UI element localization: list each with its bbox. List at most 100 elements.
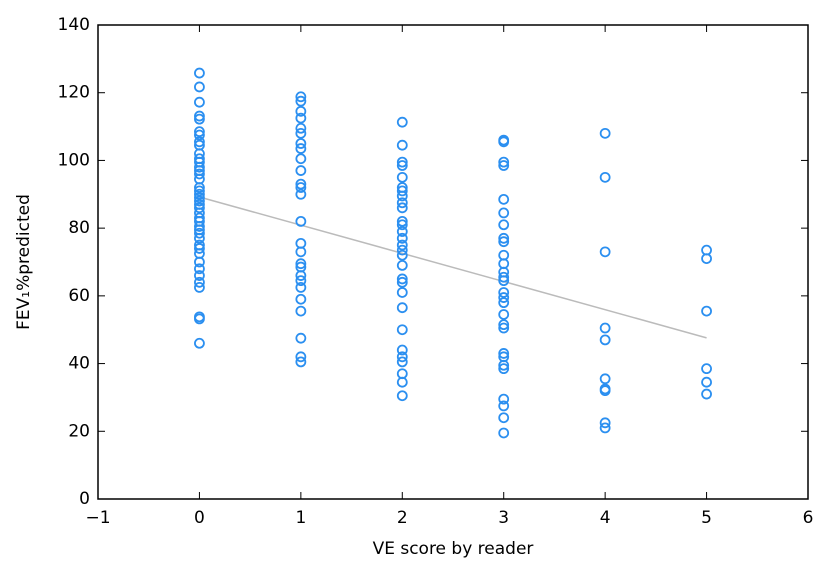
y-axis-label: FEV₁%predicted bbox=[14, 194, 34, 330]
scatter-point bbox=[396, 232, 408, 244]
scatter-point bbox=[295, 305, 307, 317]
scatter-point bbox=[194, 256, 205, 268]
scatter-point bbox=[498, 292, 510, 303]
scatter-point bbox=[498, 275, 510, 287]
scatter-point bbox=[396, 259, 408, 271]
scatter-point bbox=[396, 344, 408, 356]
scatter-point bbox=[194, 188, 205, 200]
y-tick-label: 20 bbox=[68, 421, 90, 441]
x-axis-label: VE score by reader bbox=[373, 539, 534, 559]
scatter-point bbox=[498, 393, 510, 405]
scatter-point bbox=[396, 276, 408, 288]
scatter-point bbox=[396, 287, 408, 298]
scatter-point bbox=[498, 322, 510, 334]
scatter-point bbox=[396, 160, 408, 171]
scatter-point bbox=[194, 276, 205, 288]
scatter-point bbox=[194, 281, 205, 293]
scatter-point bbox=[194, 182, 205, 193]
scatter-point bbox=[599, 322, 611, 334]
scatter-point bbox=[396, 171, 408, 183]
scatter-point bbox=[194, 129, 205, 141]
scatter-point bbox=[295, 112, 307, 124]
scatter-point bbox=[295, 332, 307, 344]
scatter-point bbox=[498, 363, 510, 375]
scatter-point bbox=[295, 281, 307, 293]
scatter-point bbox=[396, 197, 408, 209]
scatter-point bbox=[295, 165, 307, 176]
scatter-point bbox=[701, 253, 712, 265]
scatter-point bbox=[599, 127, 611, 139]
scatter-point bbox=[498, 348, 510, 359]
scatter-point bbox=[498, 359, 510, 371]
scatter-point bbox=[498, 400, 510, 412]
scatter-point bbox=[396, 185, 408, 197]
scatter-point bbox=[194, 96, 205, 108]
scatter-point bbox=[194, 126, 205, 138]
scatter-point bbox=[396, 249, 408, 261]
scatter-point bbox=[194, 185, 205, 197]
scatter-point bbox=[701, 376, 712, 388]
x-tick-label: 0 bbox=[194, 508, 205, 528]
scatter-point bbox=[295, 105, 307, 117]
scatter-point bbox=[194, 110, 205, 122]
x-tick-label: 2 bbox=[397, 508, 408, 528]
y-tick-label: 100 bbox=[58, 150, 90, 170]
scatter-point bbox=[701, 388, 712, 400]
y-tick-label: 120 bbox=[58, 83, 90, 103]
y-tick-label: 80 bbox=[68, 218, 90, 238]
scatter-point bbox=[396, 302, 408, 314]
scatter-point bbox=[498, 309, 510, 320]
scatter-point bbox=[295, 258, 307, 270]
scatter-point bbox=[295, 275, 307, 287]
scatter-point bbox=[194, 136, 205, 148]
x-tick-label: 6 bbox=[803, 508, 814, 528]
scatter-point bbox=[701, 305, 712, 317]
scatter-point bbox=[194, 195, 205, 207]
scatter-point bbox=[498, 297, 510, 309]
y-tick-label: 60 bbox=[68, 286, 90, 306]
scatter-point bbox=[396, 226, 408, 237]
scatter-point bbox=[599, 385, 611, 397]
scatter-point bbox=[295, 356, 307, 368]
scatter-point bbox=[599, 422, 611, 434]
scatter-point bbox=[194, 263, 205, 275]
scatter-point bbox=[498, 193, 510, 205]
scatter-point bbox=[194, 243, 205, 254]
scatter-point bbox=[498, 412, 510, 424]
scatter-point bbox=[295, 127, 307, 139]
scatter-point bbox=[396, 116, 408, 128]
trend-line bbox=[199, 196, 707, 339]
scatter-point bbox=[295, 215, 307, 227]
scatter-point bbox=[396, 139, 408, 151]
scatter-point bbox=[396, 244, 408, 256]
x-tick-label: 1 bbox=[295, 508, 306, 528]
scatter-point bbox=[194, 221, 205, 232]
scatter-point bbox=[396, 202, 408, 214]
scatter-point bbox=[498, 156, 510, 168]
scatter-point bbox=[498, 271, 510, 283]
scatter-point bbox=[599, 246, 611, 258]
scatter-point bbox=[396, 215, 408, 227]
scatter-point bbox=[295, 188, 307, 200]
scatter-point bbox=[194, 113, 205, 125]
scatter-point bbox=[498, 236, 510, 248]
y-tick-label: 0 bbox=[79, 489, 90, 509]
scatter-point bbox=[701, 363, 712, 375]
plot-frame bbox=[97, 24, 809, 500]
scatter-point bbox=[498, 232, 510, 244]
scatter-point bbox=[295, 270, 307, 281]
scatter-point bbox=[498, 319, 510, 331]
scatter-point bbox=[194, 161, 205, 173]
scatter-point bbox=[599, 373, 611, 385]
scatter-point bbox=[396, 351, 408, 363]
x-tick-label: 4 bbox=[600, 508, 611, 528]
scatter-point bbox=[194, 227, 205, 239]
scatter-point bbox=[396, 239, 408, 251]
scatter-point bbox=[295, 351, 307, 363]
scatter-point bbox=[295, 153, 307, 165]
scatter-point bbox=[194, 81, 205, 93]
scatter-point bbox=[295, 293, 307, 305]
scatter-point bbox=[295, 91, 307, 103]
scatter-point bbox=[396, 219, 408, 231]
